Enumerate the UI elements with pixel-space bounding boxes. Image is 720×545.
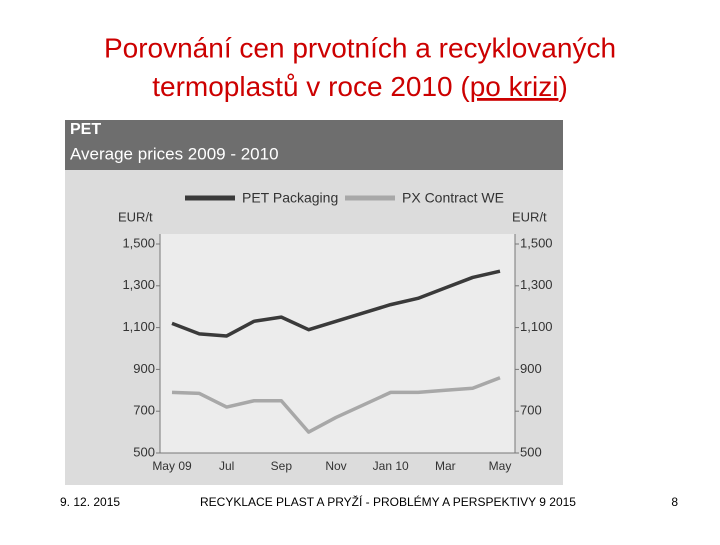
plot-area <box>160 234 515 453</box>
x-tick-label: Jul <box>219 459 234 473</box>
y-tick-label: 1,100 <box>122 319 155 334</box>
chart-title: PET <box>70 121 101 138</box>
x-tick-label: Jan 10 <box>373 459 409 473</box>
page-number: 8 <box>671 495 678 509</box>
y-tick-label: 1,300 <box>122 277 155 292</box>
y2-tick-label: 500 <box>520 444 542 459</box>
y2-tick-label: 900 <box>520 361 542 376</box>
title-part: termoplastů v roce 2010 ( <box>152 71 470 102</box>
legend-label: PX Contract WE <box>402 190 504 206</box>
x-tick-label: Nov <box>325 459 346 473</box>
x-tick-label: May 09 <box>152 459 192 473</box>
legend-label: PET Packaging <box>242 190 338 206</box>
y-tick-label: 900 <box>133 361 155 376</box>
slide-title-line2: termoplastů v roce 2010 (po krizi) <box>152 71 568 102</box>
y-tick-label: 1,500 <box>122 235 155 250</box>
y-tick-label: 500 <box>133 444 155 459</box>
chart-header <box>65 120 563 170</box>
title-underlined: po krizi <box>470 71 559 102</box>
x-tick-label: May <box>489 459 512 473</box>
chart-subtitle: Average prices 2009 - 2010 <box>70 144 279 163</box>
footer-date: 9. 12. 2015 <box>60 495 120 509</box>
y2-tick-label: 1,100 <box>520 319 553 334</box>
slide-title-line1: Porovnání cen prvotních a recyklovaných <box>104 32 616 63</box>
title-part: ) <box>558 71 567 102</box>
y-axis-label: EUR/t <box>118 209 153 224</box>
y2-tick-label: 1,300 <box>520 277 553 292</box>
x-tick-label: Mar <box>435 459 456 473</box>
footer-text: RECYKLACE PLAST A PRYŽÍ - PROBLÉMY A PER… <box>200 494 576 509</box>
y-tick-label: 700 <box>133 403 155 418</box>
data-line <box>171 269 501 338</box>
x-tick-label: Sep <box>271 459 293 473</box>
y2-tick-label: 700 <box>520 403 542 418</box>
y2-tick-label: 1,500 <box>520 235 553 250</box>
y2-axis-label: EUR/t <box>512 209 547 224</box>
data-line <box>171 376 501 434</box>
